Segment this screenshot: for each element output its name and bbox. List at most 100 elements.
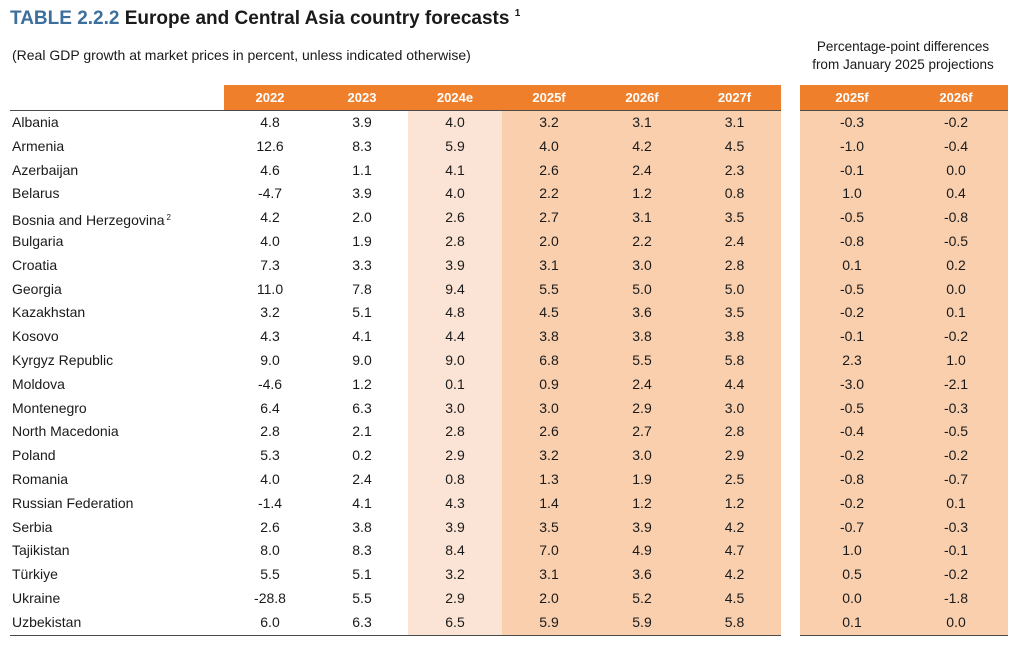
value-cell: 1.2 <box>724 494 745 511</box>
table-subtitle: (Real GDP growth at market prices in per… <box>12 47 471 63</box>
value-cell: 3.1 <box>539 256 559 273</box>
table-row: Romania 4.0 2.4 0.8 1.3 1.9 2.5 -0.8 -0.7 <box>0 468 1024 492</box>
diff-header-2025f: 2025f <box>835 90 869 105</box>
value-cell: 3.9 <box>352 114 372 130</box>
value-cell: 2.6 <box>445 209 465 226</box>
value-cell: 5.9 <box>445 137 465 154</box>
table-row: Uzbekistan 6.0 6.3 6.5 5.9 5.9 5.8 0.1 0.0 <box>0 611 1024 635</box>
difference-cell: 1.0 <box>946 351 966 368</box>
country-label: North Macedonia <box>12 423 119 440</box>
value-cell: 1.3 <box>539 470 559 487</box>
value-cell: 2.9 <box>445 447 465 464</box>
difference-cell: -0.1 <box>839 328 865 345</box>
value-cell: 5.8 <box>724 351 745 368</box>
value-cell: -4.6 <box>257 375 283 392</box>
difference-cell: 0.0 <box>946 613 966 630</box>
value-cell: 2.0 <box>539 232 559 249</box>
difference-cell: -0.5 <box>943 423 969 440</box>
value-cell: 4.2 <box>724 518 745 535</box>
value-cell: 3.2 <box>445 566 465 583</box>
difference-cell: -3.0 <box>839 375 865 392</box>
difference-cell: 0.1 <box>946 494 966 511</box>
value-cell: 6.0 <box>260 613 280 630</box>
value-cell: 2.0 <box>539 589 559 606</box>
value-cell: 5.5 <box>260 566 280 583</box>
difference-cell: -0.2 <box>839 494 865 511</box>
difference-cell: -0.2 <box>839 447 865 464</box>
value-cell: 4.1 <box>352 328 372 345</box>
value-cell: 2.6 <box>539 161 559 178</box>
country-label: Moldova <box>12 375 65 392</box>
value-cell: 3.9 <box>352 185 372 202</box>
value-cell: 4.2 <box>632 137 652 154</box>
value-cell: -4.7 <box>257 185 283 202</box>
difference-cell: -0.5 <box>839 209 865 226</box>
forecast-columns-shade <box>502 111 781 636</box>
table-row: Montenegro 6.4 6.3 3.0 3.0 2.9 3.0 -0.5 -0.3 <box>0 397 1024 421</box>
country-label: Ukraine <box>12 589 61 606</box>
country-name: Azerbaijan <box>12 159 78 183</box>
value-cell: 3.1 <box>539 566 559 583</box>
difference-cell: -0.8 <box>839 232 865 249</box>
value-cell: 2.7 <box>632 423 652 440</box>
difference-cell: 0.1 <box>842 613 862 630</box>
value-cell: 3.0 <box>632 447 652 464</box>
value-cell: 4.7 <box>724 542 745 559</box>
country-label: Albania <box>12 114 59 130</box>
country-label: Serbia <box>12 518 53 535</box>
table-title: TABLE 2.2.2 Europe and Central Asia coun… <box>10 8 520 30</box>
value-cell: -28.8 <box>254 589 286 606</box>
country-label: Azerbaijan <box>12 161 79 178</box>
difference-cell: -0.3 <box>839 114 865 130</box>
country-name: Georgia <box>12 278 62 302</box>
value-cell: -1.4 <box>257 494 283 511</box>
column-header-2023: 2023 <box>347 90 377 105</box>
value-cell: 5.0 <box>632 280 652 297</box>
value-cell: 6.3 <box>352 399 372 416</box>
value-cell: 3.1 <box>632 114 652 130</box>
value-cell: 2.9 <box>632 399 652 416</box>
country-name: Kazakhstan <box>12 301 85 325</box>
table-row: Azerbaijan 4.6 1.1 4.1 2.6 2.4 2.3 -0.1 0.0 <box>0 159 1024 183</box>
value-cell: 5.0 <box>724 280 745 297</box>
value-cell: 2.4 <box>352 470 372 487</box>
difference-cell: -0.8 <box>943 209 969 226</box>
differences-header-bar <box>800 85 1008 110</box>
value-cell: 1.1 <box>352 161 372 178</box>
value-cell: 0.9 <box>539 375 559 392</box>
table-row: Russian Federation -1.4 4.1 4.3 1.4 1.2 1.2 -0.… <box>0 492 1024 516</box>
country-label: Armenia <box>12 137 65 154</box>
diff-header-2026f: 2026f <box>939 90 973 105</box>
value-cell: 8.4 <box>445 542 465 559</box>
difference-cell: 2.3 <box>842 351 862 368</box>
table-row: Poland 5.3 0.2 2.9 3.2 3.0 2.9 -0.2 -0.2 <box>0 444 1024 468</box>
value-cell: 9.4 <box>445 280 465 297</box>
value-cell: 5.1 <box>352 304 372 321</box>
country-label: Uzbekistan <box>12 613 82 630</box>
value-cell: 0.8 <box>724 185 745 202</box>
value-cell: 3.9 <box>632 518 652 535</box>
value-cell: 3.0 <box>632 256 652 273</box>
table-row: Kazakhstan 3.2 5.1 4.8 4.5 3.6 3.5 -0.2 0.1 <box>0 301 1024 325</box>
value-cell: 3.9 <box>445 256 465 273</box>
value-cell: 11.0 <box>256 280 284 297</box>
value-cell: 3.8 <box>632 328 652 345</box>
country-label: Poland <box>12 447 56 464</box>
difference-cell: -0.2 <box>943 328 969 345</box>
difference-cell: -0.5 <box>839 399 865 416</box>
table-title-text: Europe and Central Asia country forecast… <box>124 8 510 29</box>
value-cell: 4.6 <box>260 161 280 178</box>
diff-bottom-rule <box>800 635 1008 636</box>
value-cell: 3.0 <box>539 399 559 416</box>
differences-note-line2: from January 2025 projections <box>812 57 994 72</box>
table-row: Georgia 11.0 7.8 9.4 5.5 5.0 5.0 -0.5 0.0 <box>0 278 1024 302</box>
value-cell: 4.4 <box>724 375 745 392</box>
value-cell: 2.9 <box>445 589 465 606</box>
country-name: Croatia <box>12 254 57 278</box>
value-cell: 5.1 <box>352 566 372 583</box>
country-label: Russian Federation <box>12 494 134 511</box>
country-label: Tajikistan <box>12 542 70 559</box>
table-row: Ukraine -28.8 5.5 2.9 2.0 5.2 4.5 0.0 -1.8 <box>0 587 1024 611</box>
value-cell: 5.3 <box>260 447 280 464</box>
difference-cell: -0.1 <box>839 161 865 178</box>
